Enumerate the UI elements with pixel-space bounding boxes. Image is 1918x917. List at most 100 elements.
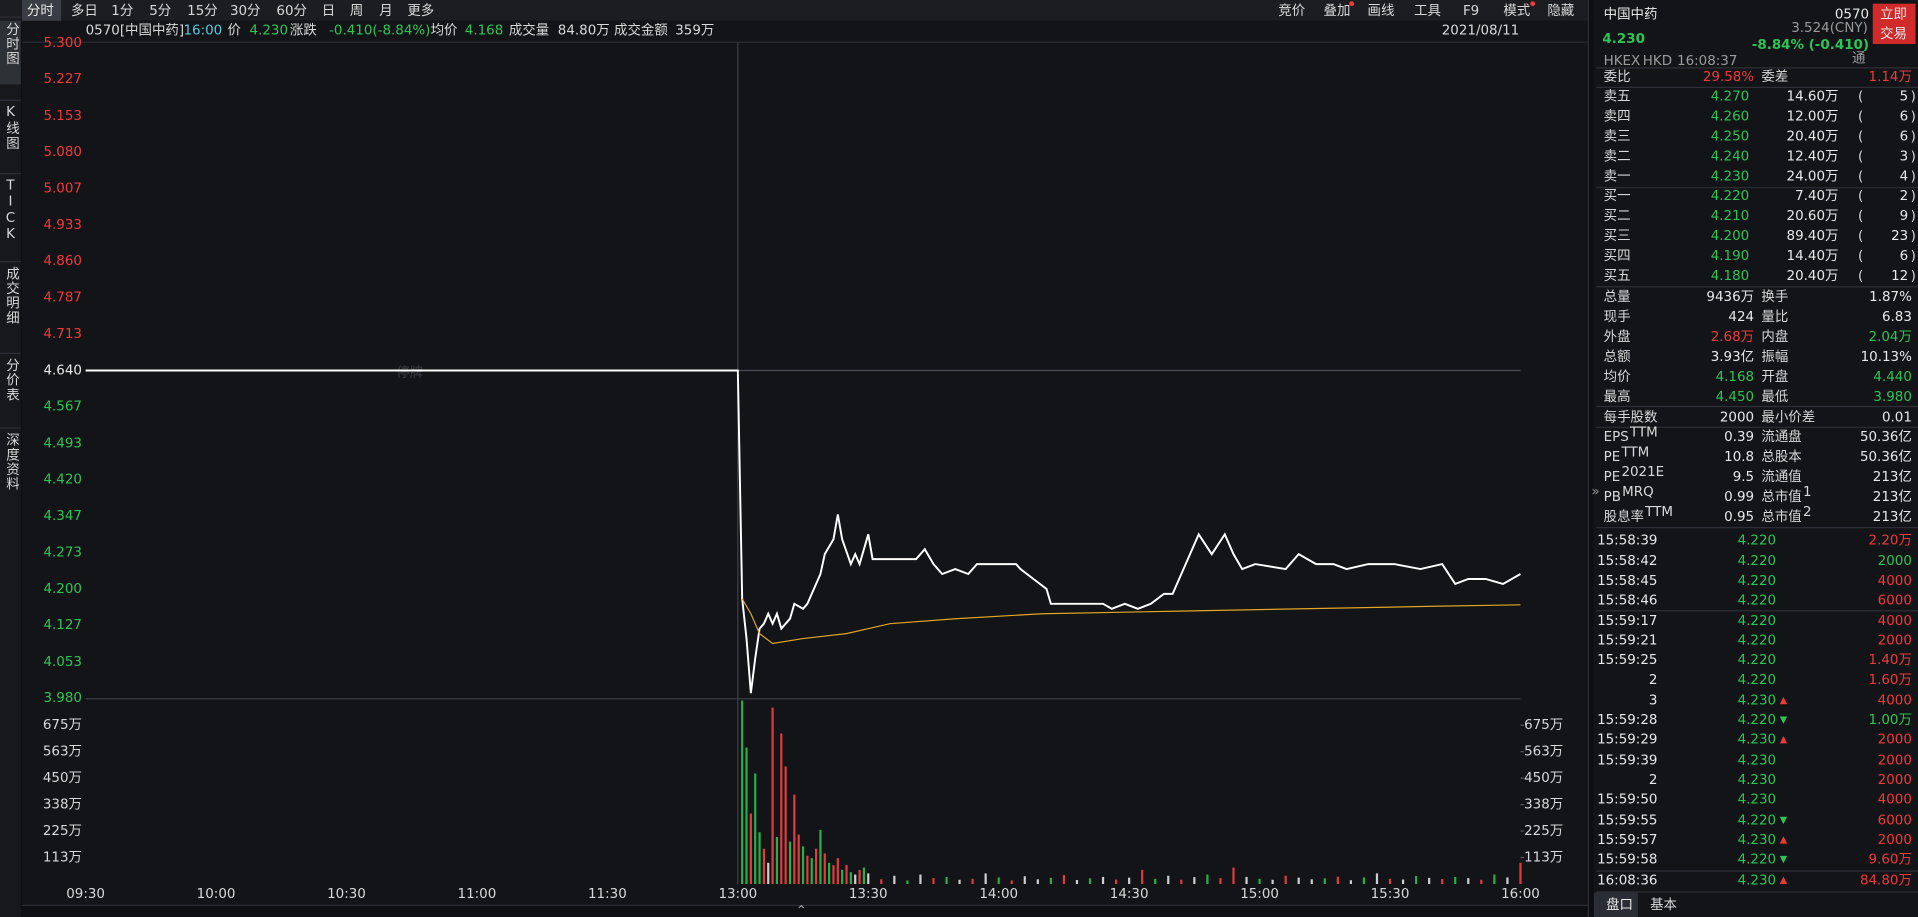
trade-time: 15:59:29 [1597,733,1657,748]
book-volume: 14.60万 [1787,90,1839,105]
trade-arrow [1779,836,1788,844]
stat-value: 213亿 [1873,509,1912,525]
info-amount: 359万 [675,24,714,39]
trade-time: 15:59:50 [1597,793,1657,808]
book-count: 5 [1900,90,1909,105]
y-tick-label: 3.980 [43,691,81,706]
volume-bar [1245,876,1248,884]
trade-volume: 1.40万 [1869,653,1912,668]
stat-value: 10.13% [1861,350,1912,365]
volume-bar [1036,879,1039,884]
stat-label: 外盘 [1604,328,1631,345]
stat-label: 最低 [1761,389,1788,405]
volume-tick-label: 338万 [43,798,82,813]
book-price: 4.230 [1711,169,1749,184]
trade-arrow [1779,876,1788,884]
toolbar-tool[interactable]: 竞价 [1278,2,1305,19]
volume-bar [797,834,800,884]
volume-bar [1271,879,1274,884]
stat-label: 振幅 [1761,349,1788,365]
toolbar-tool[interactable]: 画线 [1368,3,1395,19]
price-change: -8.84% (-0.410) [1752,38,1869,53]
stat-label: 换手 [1761,289,1788,305]
volume-bar [1388,878,1392,884]
sidebar-tab-active [0,20,21,85]
paren: ( [1858,149,1863,164]
volume-bar [1349,880,1352,884]
y-tick-label: 4.347 [43,509,81,524]
volume-bar [836,858,839,884]
sidebar-tab[interactable]: K线图 [3,105,20,151]
toolbar-tab[interactable]: 60分 [276,3,307,19]
toolbar-tab[interactable]: 15分 [187,3,218,19]
toolbar-tab[interactable]: 多日 [71,2,98,19]
trade-button[interactable] [1872,3,1916,45]
volume-bar [1180,879,1183,884]
toolbar-tab[interactable]: 分时 [27,3,54,19]
volume-tick-label: 225万 [43,824,82,839]
expand-icon[interactable]: ⌃ [796,904,807,917]
collapse-icon[interactable]: » [1591,485,1599,500]
bottom-tab[interactable]: 基本 [1650,896,1677,913]
stat-label-sup: MRQ [1622,485,1654,500]
sidebar-tab[interactable]: 成交明细 [3,266,20,325]
stat-value: 1.87% [1869,290,1912,305]
toolbar-tab[interactable]: 5分 [149,3,171,19]
x-tick-label: 14:00 [979,887,1018,902]
notify-dot [1349,1,1355,7]
toolbar-tool[interactable]: 隐藏 [1547,3,1574,19]
toolbar-tab[interactable]: 月 [379,4,392,19]
toolbar-tool[interactable]: F9 [1463,4,1479,19]
paren: ) [1911,189,1916,204]
sidebar-tab[interactable]: 分价表 [3,358,20,402]
y-tick-label: 5.300 [43,36,81,51]
volume-bar [1493,874,1496,884]
stat-value: 10.8 [1724,450,1754,465]
trade-volume: 4000 [1878,614,1912,629]
toolbar-tool[interactable]: 叠加 [1324,3,1351,19]
paren: ) [1911,110,1916,125]
paren: ( [1858,229,1863,244]
sidebar-tab[interactable]: 分时图 [3,22,20,66]
trade-volume: 4000 [1878,694,1912,709]
sidebar-tab[interactable]: TICK [3,179,18,244]
book-volume: 12.00万 [1787,110,1839,125]
sidebar-tab[interactable]: 深度资料 [3,433,20,492]
paren: ( [1858,269,1863,284]
stat-value: 0.01 [1882,410,1912,425]
toolbar-tool[interactable]: 模式 [1503,3,1530,19]
toolbar-tab[interactable]: 周 [350,4,363,19]
stat-label: PE [1604,450,1621,465]
x-tick-label: 10:00 [197,887,236,902]
trade-button-label[interactable]: 交易 [1880,25,1907,42]
x-tick-label: 15:00 [1240,887,1279,902]
volume-bar [819,829,822,884]
stat-label: 均价 [1604,369,1631,385]
toolbar-tab[interactable]: 更多 [407,2,434,19]
toolbar-tab[interactable]: 1分 [111,3,133,19]
book-label: 卖五 [1604,89,1631,105]
info-volume: 84.80万 [558,24,610,39]
toolbar-tab[interactable]: 日 [322,4,335,19]
bottom-tab[interactable]: 盘口 [1606,896,1633,913]
info-time: 16:00 [183,24,222,39]
toolbar-tab[interactable]: 30分 [230,3,261,19]
stat-value: 50.36亿 [1860,429,1912,445]
info-change: -0.410(-8.84%) [329,24,430,39]
trade-price: 4.230 [1738,833,1776,848]
trade-button-label[interactable]: 立即 [1880,7,1907,23]
exchange: HKEX [1604,54,1641,69]
stat-value: 424 [1728,310,1754,325]
trade-volume: 6000 [1878,593,1912,608]
trade-price: 4.230 [1738,733,1776,748]
volume-bar [1428,877,1431,884]
trade-volume: 84.80万 [1860,873,1912,888]
volume-bar [788,841,792,884]
info-price: 4.230 [250,24,288,39]
volume-bar [1193,877,1196,884]
toolbar-tool[interactable]: 工具 [1414,4,1441,19]
paren: ( [1858,90,1863,105]
volume-bar [1049,877,1052,884]
trade-time: 15:59:28 [1597,713,1657,728]
volume-bar [858,869,861,884]
